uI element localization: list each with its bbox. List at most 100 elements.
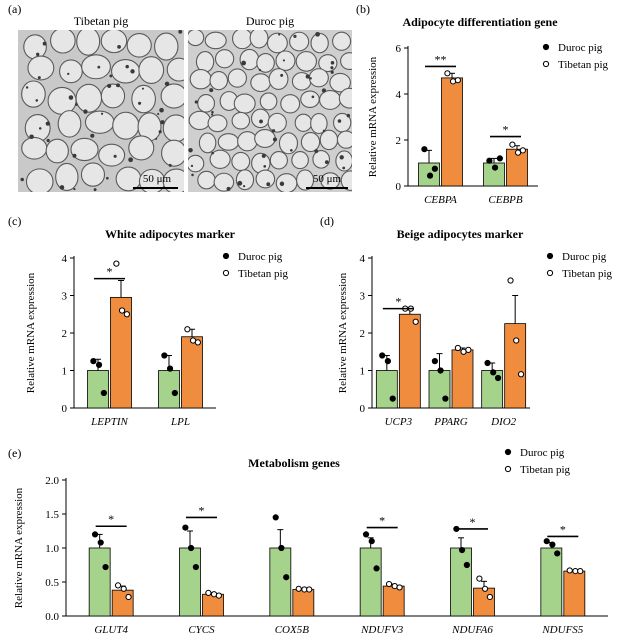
legend-marker <box>546 252 554 260</box>
nucleus-dot <box>106 176 109 180</box>
nucleus-dot <box>107 83 112 89</box>
nucleus-dot <box>45 121 51 126</box>
data-point <box>125 593 132 601</box>
adipocyte-cell <box>340 52 352 71</box>
y-tick-label: 1.0 <box>45 543 59 555</box>
nucleus-dot <box>25 86 29 89</box>
data-point <box>549 541 556 548</box>
nucleus-dot <box>36 52 40 56</box>
adipocyte-cell <box>100 30 128 54</box>
panel-letter-c: (c) <box>8 214 22 228</box>
adipocyte-cell <box>268 68 289 90</box>
data-point <box>100 389 107 397</box>
data-point <box>454 77 461 84</box>
nucleus-dot <box>83 109 88 114</box>
adipocyte-cell <box>197 170 216 190</box>
data-point <box>171 389 178 397</box>
y-tick-label: 4 <box>62 253 68 265</box>
nucleus-dot <box>130 69 135 74</box>
data-point <box>113 260 120 267</box>
legend-marker <box>504 448 512 456</box>
y-axis-label: Relative mRNA expression <box>13 487 25 608</box>
data-point <box>454 344 461 352</box>
nucleus-dot <box>109 74 113 78</box>
nucleus-dot <box>226 186 231 191</box>
significance-label: * <box>379 514 385 528</box>
data-point <box>476 575 483 582</box>
adipocyte-cell <box>332 31 352 51</box>
adipocyte-cell <box>336 130 352 149</box>
adipocyte-cell <box>126 32 152 58</box>
adipocyte-cell <box>310 32 329 54</box>
significance-label: * <box>560 522 566 536</box>
nucleus-dot <box>168 163 172 167</box>
photo-title-duroc: Duroc pig <box>245 14 295 28</box>
data-point <box>278 544 285 552</box>
nucleus-dot <box>93 188 97 192</box>
adipocyte-cell <box>131 84 156 114</box>
data-point <box>295 585 302 592</box>
data-point <box>566 567 573 574</box>
chart-adipocyte-differentiation: Adipocyte differentiation gene Relative m… <box>367 15 609 206</box>
data-point <box>514 149 522 156</box>
bar <box>269 547 292 617</box>
bar <box>87 370 109 409</box>
adipocyte-cell <box>256 52 275 73</box>
data-point <box>431 358 438 365</box>
panel-letter-a: (a) <box>8 2 22 16</box>
data-point <box>517 371 525 378</box>
data-point <box>426 172 434 179</box>
data-point <box>90 358 97 365</box>
chart-white-adipocytes: White adipocytes marker Relative mRNA exp… <box>25 227 289 428</box>
x-tick-label: NDUFV3 <box>360 624 404 636</box>
nucleus-dot <box>113 154 117 158</box>
data-point <box>389 395 396 402</box>
nucleus-dot <box>282 59 285 62</box>
x-tick-label: DIO2 <box>490 416 517 428</box>
adipocyte-cell <box>289 31 310 52</box>
adipocyte-cell <box>161 139 184 167</box>
nucleus-dot <box>97 65 101 69</box>
nucleus-dot <box>272 137 278 142</box>
nucleus-dot <box>20 177 24 182</box>
adipocyte-cell <box>23 34 47 60</box>
significance-label: * <box>107 265 113 279</box>
data-point <box>182 524 189 531</box>
data-point <box>102 563 109 571</box>
nucleus-dot <box>38 127 42 130</box>
y-tick-label: 1.5 <box>45 509 59 521</box>
adipocyte-cell <box>335 150 352 172</box>
nucleus-dot <box>263 165 267 168</box>
adipocyte-cell <box>233 93 256 114</box>
adipocyte-cell <box>319 129 339 151</box>
nucleus-dot <box>339 155 344 160</box>
nucleus-dot <box>90 133 95 138</box>
adipocyte-cell <box>254 129 276 148</box>
adipocyte-cell <box>47 86 77 115</box>
nucleus-dot <box>324 160 329 165</box>
adipocyte-cell <box>70 137 99 162</box>
legend-label: Duroc pig <box>520 447 565 459</box>
nucleus-dot <box>35 99 39 102</box>
adipocyte-cell <box>275 50 296 71</box>
nucleus-dot <box>211 110 214 114</box>
y-tick-label: 0.0 <box>45 611 59 623</box>
data-point <box>509 141 516 148</box>
adipocyte-cell <box>189 69 212 90</box>
legend-label: Duroc pig <box>238 251 283 263</box>
nucleus-dot <box>155 137 158 140</box>
data-point <box>118 307 126 314</box>
chart-metabolism-genes: Metabolism genes Relative mRNA expression… <box>13 447 608 636</box>
adipocyte-cell <box>259 92 278 111</box>
adipocyte-cell <box>227 68 248 88</box>
bar <box>292 589 315 617</box>
chart-title: Beige adipocytes marker <box>397 227 524 241</box>
x-tick-label: GLUT4 <box>94 624 128 636</box>
bar <box>382 585 405 617</box>
bar <box>158 370 180 409</box>
y-tick-label: 1 <box>360 366 366 378</box>
adipocyte-cell <box>100 83 126 109</box>
data-point <box>272 514 279 521</box>
bar <box>504 323 527 409</box>
data-point <box>373 565 380 572</box>
